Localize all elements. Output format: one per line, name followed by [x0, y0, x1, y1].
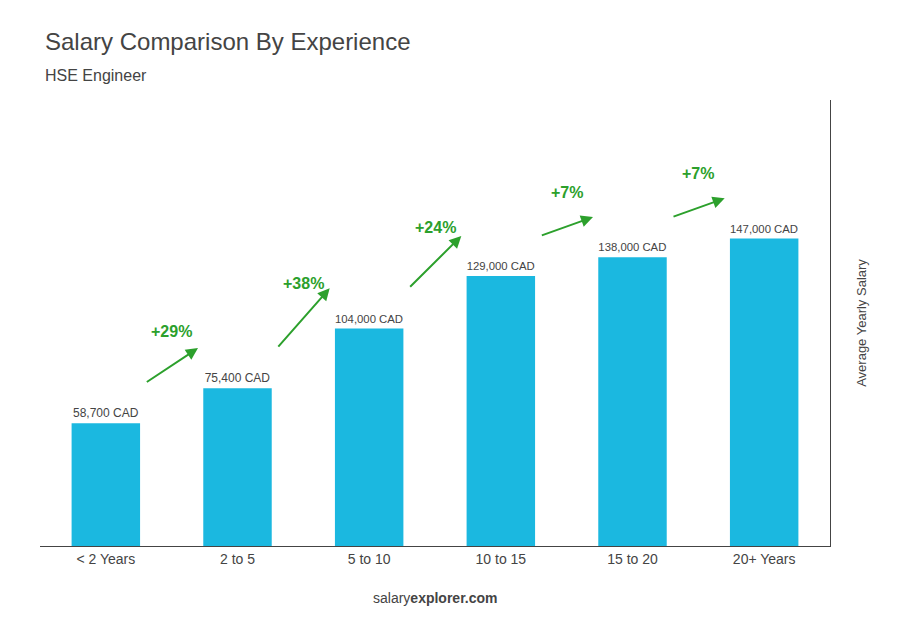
- svg-text:salaryexplorer.com: salaryexplorer.com: [373, 590, 498, 606]
- svg-text:< 2 Years: < 2 Years: [76, 551, 135, 567]
- svg-text:129,000 CAD: 129,000 CAD: [467, 260, 535, 272]
- svg-text:15 to 20: 15 to 20: [607, 551, 658, 567]
- svg-text:20+ Years: 20+ Years: [733, 551, 796, 567]
- svg-text:10 to 15: 10 to 15: [476, 551, 527, 567]
- svg-text:75,400 CAD: 75,400 CAD: [205, 371, 271, 385]
- svg-text:147,000 CAD: 147,000 CAD: [730, 223, 798, 235]
- svg-text:Average Yearly Salary: Average Yearly Salary: [854, 259, 869, 387]
- svg-text:+7%: +7%: [551, 184, 583, 201]
- svg-text:104,000 CAD: 104,000 CAD: [335, 313, 403, 325]
- svg-text:+38%: +38%: [283, 275, 324, 292]
- svg-text:+7%: +7%: [682, 165, 714, 182]
- svg-text:5 to 10: 5 to 10: [348, 551, 391, 567]
- svg-text:138,000 CAD: 138,000 CAD: [598, 241, 666, 253]
- svg-text:+29%: +29%: [151, 323, 192, 340]
- svg-text:2 to 5: 2 to 5: [220, 551, 255, 567]
- svg-text:+24%: +24%: [415, 219, 456, 236]
- svg-text:Salary Comparison By Experienc: Salary Comparison By Experience: [45, 28, 411, 55]
- svg-text:58,700 CAD: 58,700 CAD: [73, 406, 139, 420]
- svg-text:HSE Engineer: HSE Engineer: [45, 67, 147, 84]
